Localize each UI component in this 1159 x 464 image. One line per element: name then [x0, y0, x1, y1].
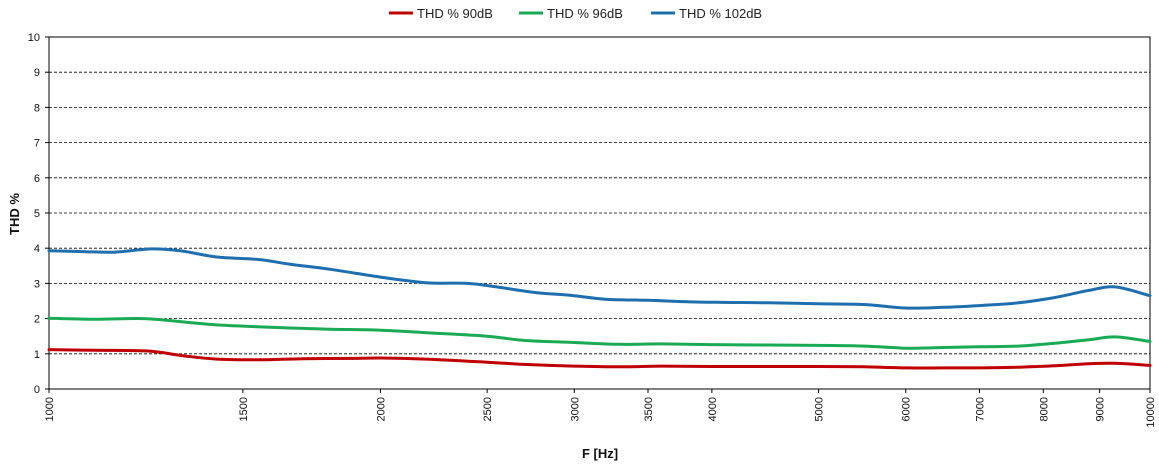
- x-tick-label: 1000: [44, 397, 56, 421]
- gridlines: [49, 71, 1150, 355]
- x-tick-label: 4000: [707, 397, 719, 421]
- y-tick-label: 10: [28, 32, 40, 44]
- y-tick-label: 4: [34, 243, 40, 255]
- y-tick-label: 2: [34, 314, 40, 326]
- y-tick-label: 9: [34, 67, 40, 79]
- legend-label-2: THD % 102dB: [679, 6, 762, 21]
- x-tick-label: 3500: [643, 397, 655, 421]
- x-tick-label: 10000: [1145, 397, 1157, 428]
- y-tick-label: 5: [34, 208, 40, 220]
- y-tick-label: 6: [34, 173, 40, 185]
- x-tick-label: 2500: [482, 397, 494, 421]
- y-axis-title: THD %: [7, 193, 22, 235]
- y-tick-label: 3: [34, 278, 40, 290]
- x-tick-label: 1500: [238, 397, 250, 421]
- series-lines: [47, 247, 1152, 370]
- x-tick-label: 5000: [814, 397, 826, 421]
- x-tick-label: 7000: [974, 397, 986, 421]
- series-line-0: [47, 348, 1152, 370]
- x-tick-label: 6000: [901, 397, 913, 421]
- legend-label-0: THD % 90dB: [417, 6, 493, 21]
- y-axis-ticks: 0 1 2 3 4 5 6 7 8 9 10: [28, 32, 49, 396]
- legend: THD % 90dB THD % 96dB THD % 102dB: [389, 6, 762, 21]
- legend-label-1: THD % 96dB: [547, 6, 623, 21]
- y-tick-label: 7: [34, 138, 40, 150]
- x-tick-label: 8000: [1038, 397, 1050, 421]
- x-tick-label: 2000: [375, 397, 387, 421]
- x-tick-label: 9000: [1095, 397, 1107, 421]
- x-axis-title: F [Hz]: [582, 446, 618, 461]
- x-tick-label: 3000: [569, 397, 581, 421]
- series-line-2: [47, 247, 1152, 310]
- y-tick-label: 8: [34, 102, 40, 114]
- y-tick-label: 0: [34, 384, 40, 396]
- y-tick-label: 1: [34, 349, 40, 361]
- x-axis-ticks: 1000 1500 2000 2500 3000 3500 4000 5000 6000 7000…: [44, 389, 1157, 428]
- series-line-1: [47, 316, 1152, 350]
